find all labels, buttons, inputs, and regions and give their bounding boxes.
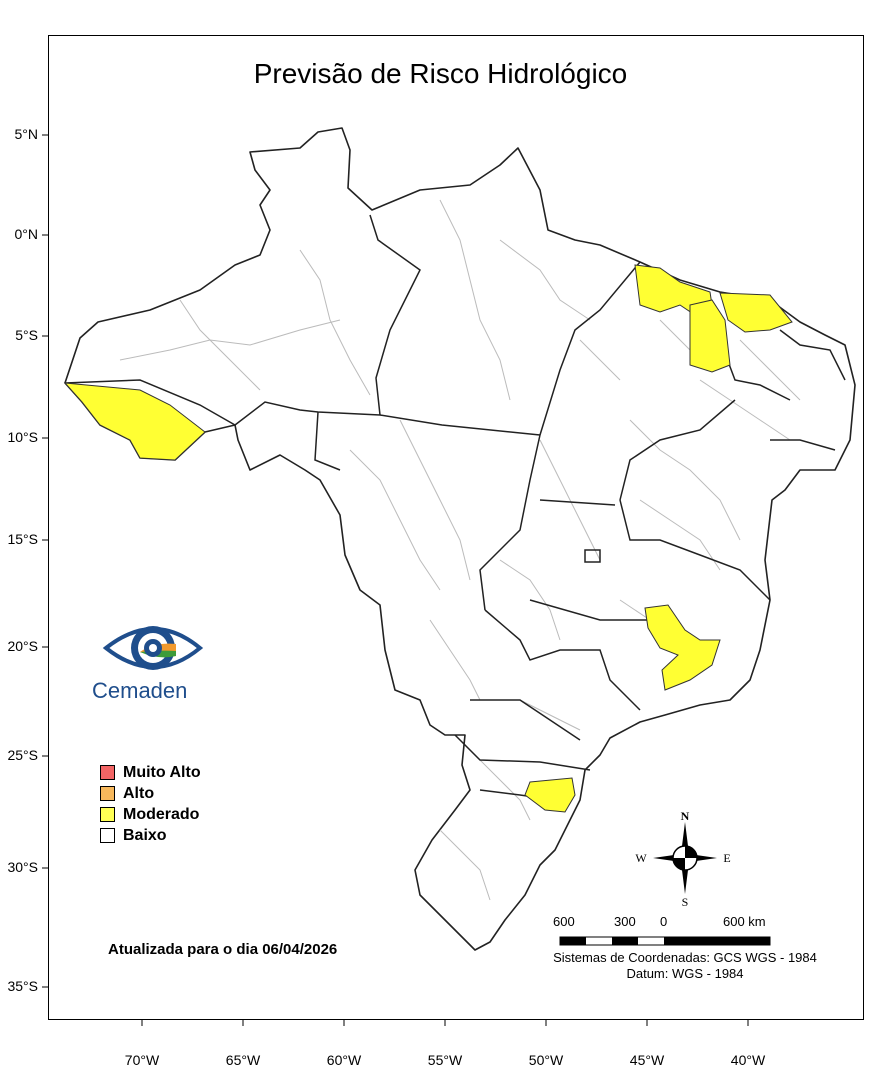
x-axis-label: 50°W [528,1052,564,1068]
x-axis-label: 55°W [427,1052,463,1068]
compass-n: N [681,809,690,823]
y-axis-label: 20°S [7,638,38,654]
risk-area-minas-gerais [644,604,721,691]
scale-label: 300 [614,914,636,929]
legend-swatch [100,807,115,822]
y-axis-label: 30°S [7,859,38,875]
compass-w: W [635,851,647,865]
y-axis-label: 35°S [7,978,38,994]
y-axis-label: 5°N [14,126,39,142]
x-axis-label: 60°W [326,1052,362,1068]
x-axis-label: 65°W [225,1052,261,1068]
x-axis-label: 45°W [629,1052,665,1068]
y-axis-label: 5°S [15,327,38,343]
north-arrow-compass-icon: N S W E [635,809,730,908]
x-axis-ticks [141,1020,749,1026]
legend-label: Alto [123,784,155,802]
compass-e: E [723,851,730,865]
legend-label: Muito Alto [123,763,201,781]
risk-legend: Muito Alto Alto Moderado Baixo [100,762,201,846]
y-axis-label: 15°S [7,531,38,547]
cemaden-logo-text: Cemaden [92,678,188,703]
x-axis-label: 70°W [124,1052,160,1068]
legend-item-baixo: Baixo [100,825,201,846]
legend-item-moderado: Moderado [100,804,201,825]
coordinate-system-text: Sistemas de Coordenadas: GCS WGS - 1984 [553,950,817,965]
y-axis-label: 25°S [7,747,38,763]
legend-label: Moderado [123,805,200,823]
legend-item-muito-alto: Muito Alto [100,762,201,783]
update-date: Atualizada para o dia 06/04/2026 [108,941,338,958]
compass-s: S [682,895,689,908]
scale-label: 600 km [723,914,766,929]
legend-swatch [100,765,115,780]
map-frame [48,35,864,1020]
moderate-risk-areas [63,264,793,813]
cemaden-eye-logo [102,626,204,670]
state-borders [64,214,846,801]
datum-text: Datum: WGS - 1984 [626,966,744,981]
y-axis-label: 10°S [7,429,38,445]
legend-label: Baixo [123,826,167,844]
risk-area-ceara [719,292,793,333]
y-axis-ticks [42,134,48,988]
scale-label: 0 [660,914,668,929]
risk-area-piaui-north [689,299,731,373]
scale-bar [559,936,771,946]
legend-item-alto: Alto [100,783,201,804]
risk-area-santa-catarina [524,777,576,813]
risk-area-acre [63,382,206,461]
legend-swatch [100,828,115,843]
map-title: Previsão de Risco Hidrológico [253,58,628,89]
y-axis-label: 0°N [14,226,39,242]
x-axis-label: 40°W [730,1052,766,1068]
legend-swatch [100,786,115,801]
municipal-borders [119,199,801,901]
scale-label: 600 [553,914,575,929]
